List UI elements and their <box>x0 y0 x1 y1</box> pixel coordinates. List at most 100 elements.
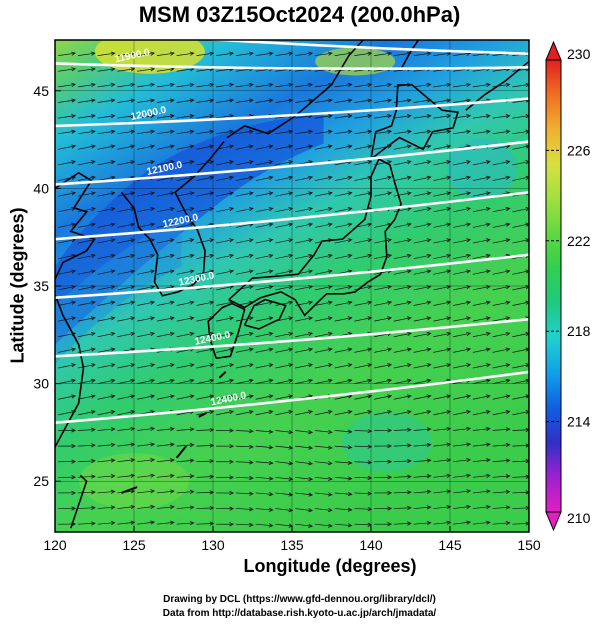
wind-arrow-head <box>110 160 116 165</box>
streamline-segment <box>433 411 451 416</box>
streamline-segment <box>216 68 234 72</box>
streamline-segment <box>334 395 352 400</box>
streamline-segment <box>334 508 352 511</box>
streamline-segment <box>453 239 471 244</box>
streamline-segment <box>413 301 431 306</box>
streamline-segment <box>393 52 411 56</box>
streamline-segment <box>354 176 372 181</box>
streamline-segment <box>354 492 372 495</box>
wind-arrow-head <box>367 522 373 527</box>
wind-arrow-head <box>71 428 77 433</box>
wind-arrow-head <box>505 238 511 243</box>
streamline-segment <box>235 239 253 244</box>
wind-arrow-head <box>288 410 294 415</box>
streamline-segment <box>354 508 372 510</box>
wind-arrow-head <box>446 347 452 352</box>
wind-arrow-head <box>268 51 274 56</box>
wind-arrow-head <box>110 51 116 56</box>
wind-arrow-head <box>466 114 472 119</box>
wind-arrow-head <box>169 98 175 103</box>
streamline-segment <box>235 99 253 103</box>
wind-arrow-head <box>387 98 393 103</box>
streamline-segment <box>196 176 214 181</box>
wind-arrow-head <box>308 347 314 352</box>
wind-arrow-head <box>130 82 136 87</box>
streamline-segment <box>413 364 431 369</box>
wind-arrow-head <box>169 144 175 149</box>
streamline-segment <box>453 443 471 447</box>
streamline-segment <box>492 395 510 400</box>
streamline-segment <box>314 176 332 181</box>
streamline-segment <box>156 254 174 260</box>
streamline-segment <box>176 332 194 338</box>
streamline-segment <box>393 364 411 369</box>
streamline-segment <box>472 192 490 197</box>
streamline-segment <box>58 395 76 400</box>
streamline-segment <box>58 192 76 197</box>
wind-arrow-head <box>288 316 294 321</box>
wind-arrow-head <box>387 285 393 290</box>
colorbar-label: 226 <box>567 142 591 158</box>
wind-arrow-head <box>249 444 254 449</box>
streamline-segment <box>512 286 529 291</box>
wind-arrow-head <box>150 300 156 305</box>
wind-arrow-head <box>90 206 96 212</box>
streamline-segment <box>393 395 411 400</box>
height-contour <box>55 97 529 128</box>
streamline-segment <box>433 99 451 103</box>
streamline-segment <box>413 239 431 244</box>
streamline-segment <box>472 317 490 322</box>
streamline-segment <box>137 459 155 463</box>
streamline-segment <box>512 379 529 384</box>
streamline-segment <box>176 176 194 181</box>
wind-arrow-head <box>150 206 156 212</box>
wind-arrow-head <box>110 394 116 399</box>
streamline-segment <box>137 115 155 119</box>
streamline-segment <box>393 130 411 135</box>
wind-arrow-head <box>110 505 116 510</box>
wind-arrow-head <box>209 443 215 448</box>
wind-arrow-head <box>407 521 412 526</box>
streamline-segment <box>472 379 490 384</box>
streamline-segment <box>117 364 135 369</box>
wind-arrow-head <box>387 191 393 196</box>
wind-arrow-head <box>130 331 136 337</box>
streamline-segment <box>235 207 253 213</box>
streamline-segment <box>156 192 174 197</box>
wind-arrow-head <box>485 410 491 415</box>
wind-arrow-head <box>71 363 77 368</box>
streamline-segment <box>235 476 253 479</box>
streamline-segment <box>354 317 372 322</box>
streamline-segment <box>393 223 411 228</box>
streamline-segment <box>374 395 392 400</box>
wind-arrow-head <box>505 222 511 227</box>
x-tick-label: 130 <box>201 537 225 553</box>
height-contour <box>55 370 529 424</box>
streamline-segment <box>433 395 451 400</box>
streamline-segment <box>137 428 155 431</box>
streamline-segment <box>216 270 234 275</box>
wind-arrow-head <box>71 114 77 119</box>
wind-arrow-head <box>466 410 472 415</box>
wind-arrow-head <box>446 144 452 149</box>
island <box>218 371 227 379</box>
wind-arrow-head <box>71 378 77 383</box>
wind-arrow-head <box>189 378 195 383</box>
streamline-segment <box>453 286 471 291</box>
wind-arrow-head <box>505 331 511 337</box>
streamline-segment <box>393 348 411 353</box>
wind-arrow-head <box>446 253 452 258</box>
streamline-segment <box>97 115 115 119</box>
streamline-segment <box>58 161 76 166</box>
streamline-segment <box>137 239 155 244</box>
wind-arrow-head <box>268 460 274 466</box>
streamline-segment <box>77 115 95 119</box>
wind-arrow-head <box>466 473 472 478</box>
wind-arrow-head <box>486 426 491 432</box>
streamline-segment <box>334 254 352 260</box>
streamline-segment <box>137 52 155 56</box>
streamline-segment <box>77 332 95 338</box>
wind-arrow-head <box>71 443 77 449</box>
wind-arrow-head <box>229 175 235 180</box>
streamline-segment <box>334 286 352 291</box>
